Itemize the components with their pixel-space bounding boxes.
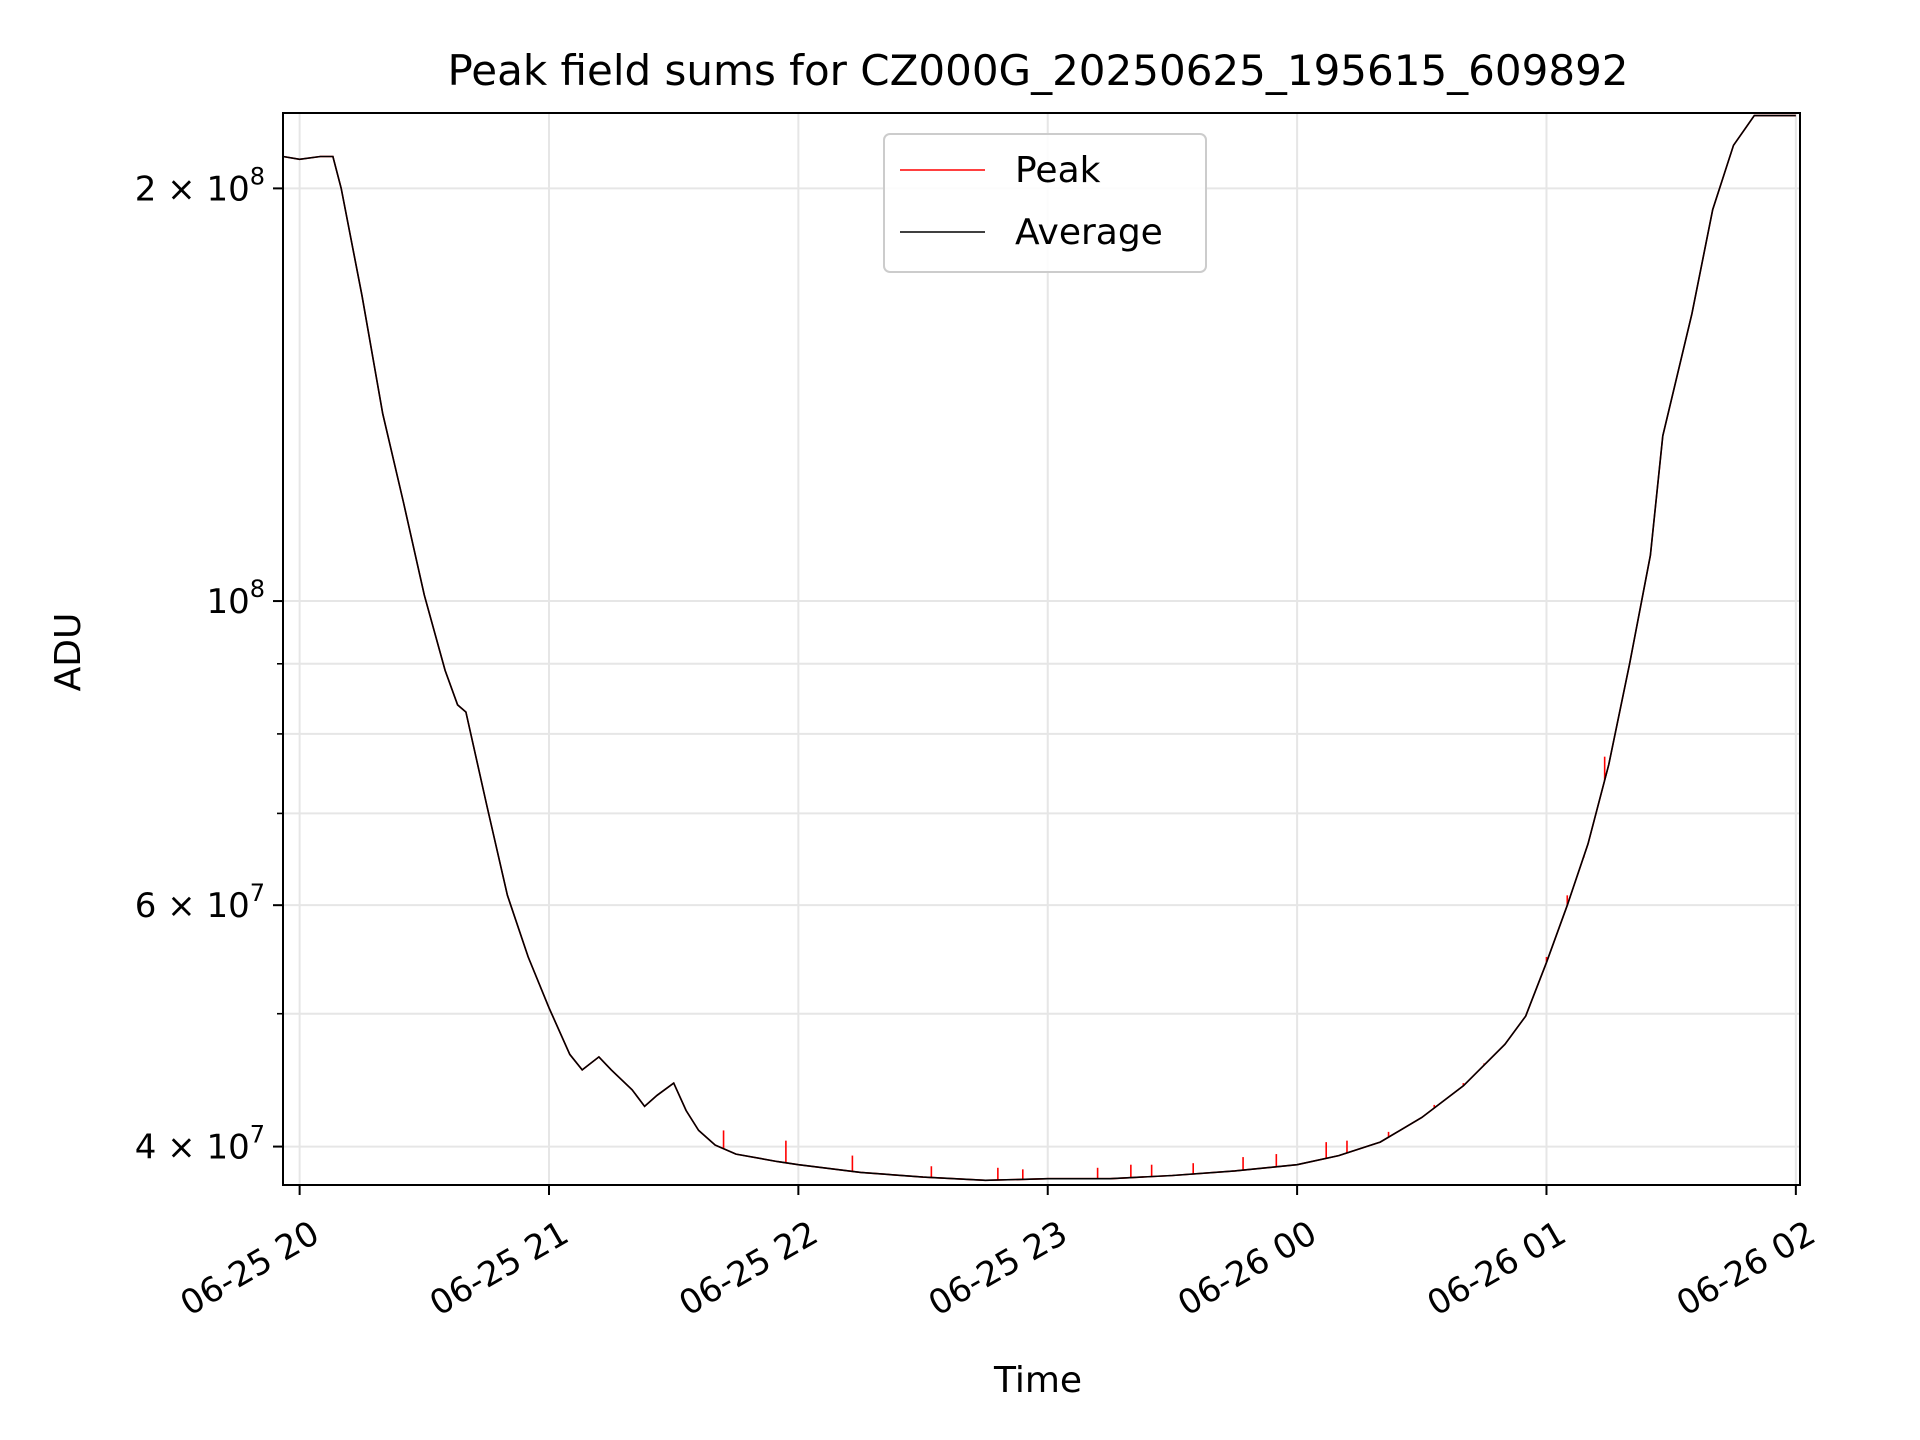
legend-label-peak: Peak <box>1015 150 1101 191</box>
chart-title: Peak field sums for CZ000G_20250625_1956… <box>447 46 1628 95</box>
y-tick-label: 6 × 107 <box>135 879 265 926</box>
y-tick-label: 108 <box>206 575 265 622</box>
legend-box <box>883 133 1207 273</box>
y-tick-label: 4 × 107 <box>135 1121 265 1168</box>
y-axis-label: ADU <box>48 613 89 692</box>
series-layer <box>282 114 1796 1182</box>
legend: Peak Average <box>883 133 1207 273</box>
plot-frame <box>282 112 1801 1186</box>
y-tick-label: 2 × 108 <box>135 162 265 209</box>
x-axis-label: Time <box>993 1360 1082 1401</box>
line-average <box>282 114 1796 1182</box>
legend-label-average: Average <box>1015 212 1163 253</box>
